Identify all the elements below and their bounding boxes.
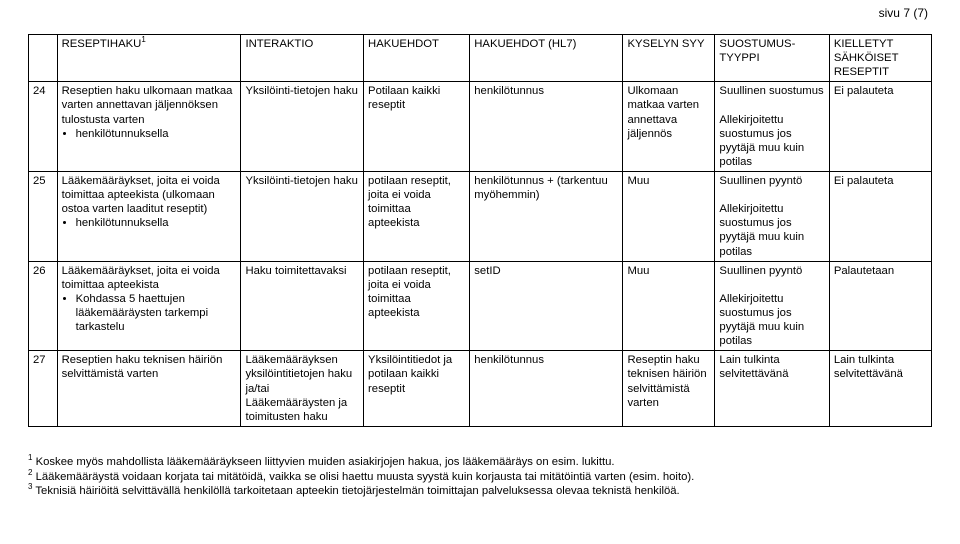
table-row: 26Lääkemääräykset, joita ei voida toimit… <box>29 261 932 351</box>
footnote-2: 2 Lääkemääräystä voidaan korjata tai mit… <box>28 470 932 485</box>
cell-suostumus: Lain tulkinta selvitettävänä <box>715 351 829 427</box>
table-row: 24Reseptien haku ulkomaan matkaa varten … <box>29 82 932 172</box>
cell-interaktio: Lääkemääräyksen yksilöintitietojen haku … <box>241 351 364 427</box>
hdr-hl7: HAKUEHDOT (HL7) <box>470 35 623 82</box>
cell-suostumus: Suullinen pyyntö Allekirjoitettu suostum… <box>715 171 829 261</box>
cell-hl7: henkilötunnus <box>470 82 623 172</box>
cell-reseptihaku: Reseptien haku ulkomaan matkaa varten an… <box>57 82 241 172</box>
cell-interaktio: Yksilöinti-tietojen haku <box>241 82 364 172</box>
cell-hl7: henkilötunnus <box>470 351 623 427</box>
footnote-1: 1 Koskee myös mahdollista lääkemääräykse… <box>28 455 932 470</box>
cell-syy: Reseptin haku teknisen häiriön selvittäm… <box>623 351 715 427</box>
cell-hakuehdot: potilaan reseptit, joita ei voida toimit… <box>364 261 470 351</box>
cell-reseptihaku: Reseptien haku teknisen häiriön selvittä… <box>57 351 241 427</box>
cell-num: 27 <box>29 351 58 427</box>
table-body: 24Reseptien haku ulkomaan matkaa varten … <box>29 82 932 427</box>
hdr-suostumus: SUOSTUMUS-TYYPPI <box>715 35 829 82</box>
cell-suostumus: Suullinen suostumus Allekirjoitettu suos… <box>715 82 829 172</box>
main-table: RESEPTIHAKU1 INTERAKTIO HAKUEHDOT HAKUEH… <box>28 34 932 427</box>
cell-suostumus: Suullinen pyyntö Allekirjoitettu suostum… <box>715 261 829 351</box>
cell-reseptihaku: Lääkemääräykset, joita ei voida toimitta… <box>57 171 241 261</box>
hdr-num <box>29 35 58 82</box>
cell-hakuehdot: Potilaan kaikki reseptit <box>364 82 470 172</box>
cell-num: 25 <box>29 171 58 261</box>
cell-hl7: setID <box>470 261 623 351</box>
cell-num: 26 <box>29 261 58 351</box>
cell-kielletyt: Ei palauteta <box>829 171 931 261</box>
hdr-interaktio: INTERAKTIO <box>241 35 364 82</box>
cell-syy: Ulkomaan matkaa varten annettava jäljenn… <box>623 82 715 172</box>
cell-hakuehdot: potilaan reseptit, joita ei voida toimit… <box>364 171 470 261</box>
hdr-hakuehdot: HAKUEHDOT <box>364 35 470 82</box>
cell-interaktio: Yksilöinti-tietojen haku <box>241 171 364 261</box>
footnotes: 1 Koskee myös mahdollista lääkemääräykse… <box>28 455 932 499</box>
cell-reseptihaku: Lääkemääräykset, joita ei voida toimitta… <box>57 261 241 351</box>
hdr-syy: KYSELYN SYY <box>623 35 715 82</box>
table-row: 27Reseptien haku teknisen häiriön selvit… <box>29 351 932 427</box>
cell-kielletyt: Lain tulkinta selvitettävänä <box>829 351 931 427</box>
header-row: RESEPTIHAKU1 INTERAKTIO HAKUEHDOT HAKUEH… <box>29 35 932 82</box>
cell-interaktio: Haku toimitettavaksi <box>241 261 364 351</box>
page-number: sivu 7 (7) <box>879 6 928 20</box>
hdr-reseptihaku: RESEPTIHAKU1 <box>57 35 241 82</box>
cell-syy: Muu <box>623 171 715 261</box>
table-row: 25Lääkemääräykset, joita ei voida toimit… <box>29 171 932 261</box>
cell-hl7: henkilötunnus + (tarkentuu myöhemmin) <box>470 171 623 261</box>
cell-kielletyt: Ei palauteta <box>829 82 931 172</box>
footnote-3: 3 Teknisiä häiriöitä selvittävällä henki… <box>28 484 932 499</box>
cell-syy: Muu <box>623 261 715 351</box>
cell-num: 24 <box>29 82 58 172</box>
cell-kielletyt: Palautetaan <box>829 261 931 351</box>
hdr-kielletyt: KIELLETYT SÄHKÖISET RESEPTIT <box>829 35 931 82</box>
cell-hakuehdot: Yksilöintitiedot ja potilaan kaikki rese… <box>364 351 470 427</box>
